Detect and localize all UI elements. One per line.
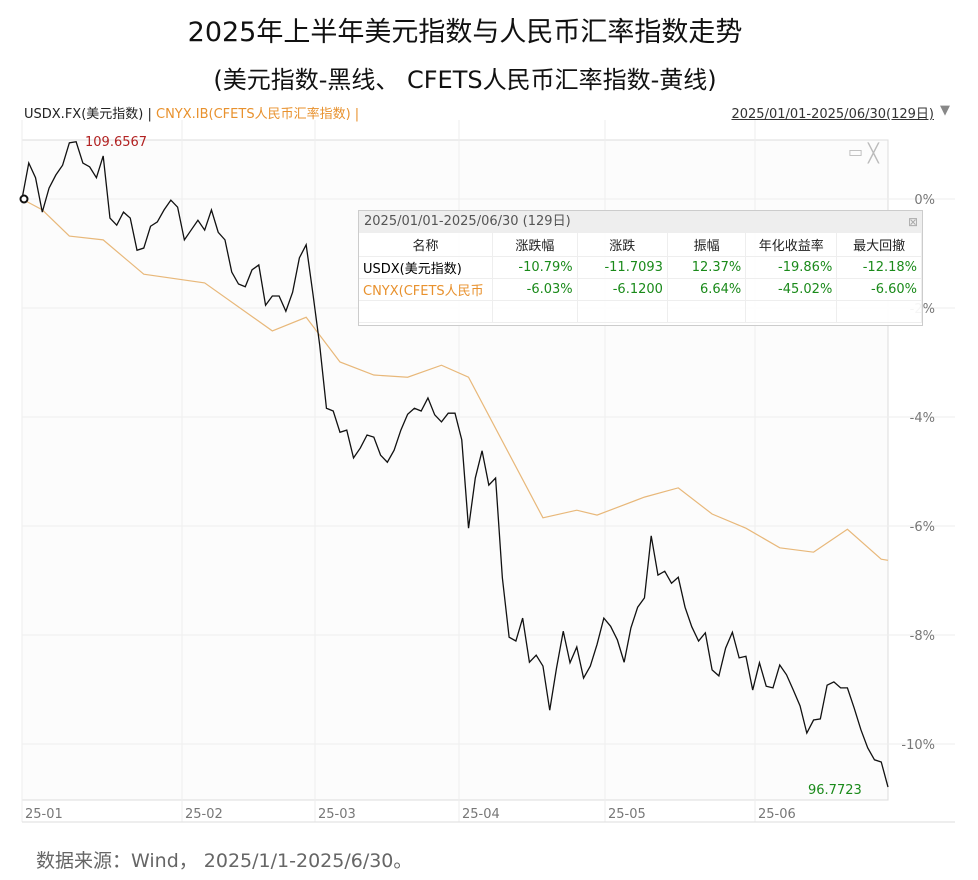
stats-panel: 2025/01/01-2025/06/30 (129日) ⊠ 名称 涨跌幅 涨跌 振幅年… [358,210,923,326]
col-header: 名称 [359,233,493,257]
stats-header-row: 名称 涨跌幅 涨跌 振幅 年化收益率 最大回撤 [359,233,922,257]
max-label: 109.6567 [85,135,147,150]
cell: -6.03% [492,278,578,301]
row-name: CNYX(CFETS人民币 [359,278,493,301]
date-range-selector[interactable]: 2025/01/01-2025/06/30(129日) [731,107,934,122]
x-tick-label: 25-05 [608,807,646,822]
table-row: CNYX(CFETS人民币 -6.03% -6.1200 6.64% -45.02% -6… [359,278,922,301]
cell: -12.18% [836,256,922,279]
legend-usdx[interactable]: USDX.FX(美元指数) | [24,107,152,122]
y-tick-label: -10% [901,738,935,753]
cell: -11.7093 [577,256,668,279]
x-tick-label: 25-01 [25,807,63,822]
legend-cnyx[interactable]: CNYX.IB(CFETS人民币汇率指数) | [156,107,360,122]
cell: 12.37% [667,256,747,279]
close-chart-icon: ╳ [867,142,880,164]
series-line-usdx [21,141,889,788]
cell: -6.1200 [577,278,668,301]
x-tick-label: 25-06 [758,807,796,822]
dropdown-arrow-icon[interactable]: ▼ [940,103,950,118]
legend: USDX.FX(美元指数) | CNYX.IB(CFETS人民币汇率指数) | [24,103,359,122]
cell: 6.64% [667,278,747,301]
stats-header: 2025/01/01-2025/06/30 (129日) [364,214,571,229]
col-header: 年化收益率 [745,233,838,257]
col-header: 涨跌 [577,233,668,257]
source-note: 数据来源：Wind， 2025/1/1-2025/6/30。 [36,850,413,872]
y-tick-label: 0% [914,193,935,208]
col-header: 涨跌幅 [492,233,578,257]
cell: -10.79% [492,256,578,279]
chart-subtitle: (美元指数-黑线、 CFETS人民币汇率指数-黄线) [213,66,717,94]
y-tick-label: -4% [910,411,935,426]
chart-title: 2025年上半年美元指数与人民币汇率指数走势 [187,17,743,48]
col-header: 最大回撤 [836,233,922,257]
close-icon[interactable]: ⊠ [907,215,918,229]
empty-row [359,300,922,323]
cell: -19.86% [745,256,838,279]
start-marker [19,194,29,204]
cell: -6.60% [836,278,922,301]
last-label: 96.7723 [808,783,862,798]
x-tick-label: 25-02 [185,807,223,822]
cell: -45.02% [745,278,838,301]
series-line-cnyx [21,198,889,561]
col-header: 振幅 [667,233,747,257]
restore-icon: ▭ [848,142,863,161]
x-tick-label: 25-04 [462,807,500,822]
row-name: USDX(美元指数) [359,256,493,279]
y-tick-label: -6% [910,520,935,535]
x-tick-label: 25-03 [318,807,356,822]
y-tick-label: -8% [910,629,935,644]
table-row: USDX(美元指数) -10.79% -11.7093 12.37% -19.86% -1… [359,256,922,279]
stats-table: 名称 涨跌幅 涨跌 振幅 年化收益率 最大回撤 USDX(美元指数) -10.79% -11.… [359,233,922,323]
